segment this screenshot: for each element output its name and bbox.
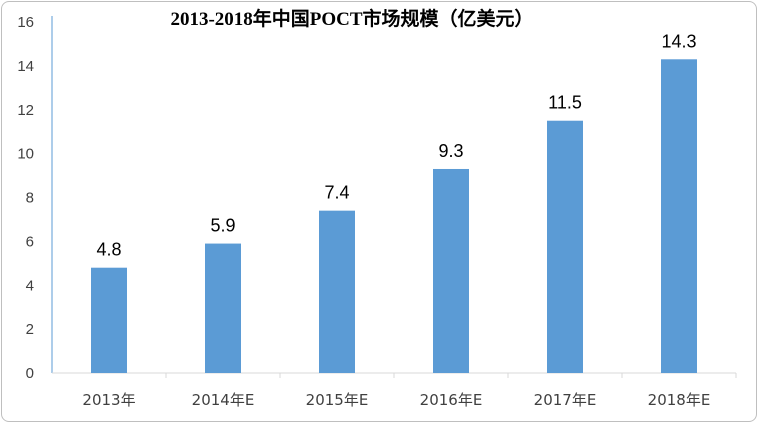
bar — [319, 210, 355, 373]
y-tick-label: 14 — [17, 58, 34, 75]
category-labels: 2013年 2014年E 2015年E 2016年E 2017年E 2018年E — [82, 373, 737, 409]
data-label: 11.5 — [548, 93, 582, 113]
y-tick-label: 10 — [17, 146, 34, 163]
bar — [91, 267, 127, 373]
category-label: 2015年E — [306, 391, 369, 409]
y-tick-label: 12 — [17, 102, 34, 119]
y-tick-label: 6 — [26, 233, 34, 250]
y-tick-label: 4 — [26, 277, 34, 294]
y-tick-label: 16 — [17, 14, 34, 31]
data-label: 9.3 — [438, 141, 463, 161]
category-label: 2014年E — [192, 391, 255, 409]
bar — [547, 120, 583, 373]
bars — [91, 59, 697, 373]
data-label: 5.9 — [210, 216, 235, 236]
y-tick-label: 8 — [26, 190, 34, 207]
bar — [661, 59, 697, 373]
data-label: 4.8 — [96, 240, 121, 260]
y-tick-label: 2 — [26, 321, 34, 338]
data-labels: 4.8 5.9 7.4 9.3 11.5 14.3 — [96, 31, 696, 259]
y-tick-labels: 0 2 4 6 8 10 12 14 16 — [17, 14, 34, 382]
bar — [433, 168, 469, 373]
bar — [205, 243, 241, 373]
chart-title: 2013-2018年中国POCT市场规模（亿美元） — [170, 7, 533, 30]
data-label: 7.4 — [324, 183, 349, 203]
category-label: 2016年E — [420, 391, 483, 409]
y-tick-label: 0 — [26, 365, 34, 382]
category-label: 2017年E — [534, 391, 597, 409]
data-label: 14.3 — [661, 31, 696, 51]
category-label: 2013年 — [82, 391, 135, 409]
category-label: 2018年E — [648, 391, 711, 409]
